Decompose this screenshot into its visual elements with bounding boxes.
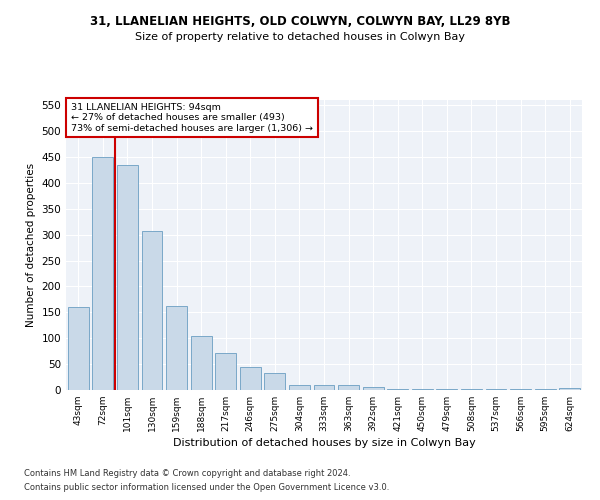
X-axis label: Distribution of detached houses by size in Colwyn Bay: Distribution of detached houses by size … — [173, 438, 475, 448]
Text: 31, LLANELIAN HEIGHTS, OLD COLWYN, COLWYN BAY, LL29 8YB: 31, LLANELIAN HEIGHTS, OLD COLWYN, COLWY… — [90, 15, 510, 28]
Bar — [338, 385, 359, 390]
Bar — [362, 388, 383, 390]
Bar — [92, 157, 113, 390]
Text: Contains HM Land Registry data © Crown copyright and database right 2024.: Contains HM Land Registry data © Crown c… — [24, 468, 350, 477]
Bar — [314, 385, 334, 390]
Bar — [265, 373, 286, 390]
Bar — [166, 306, 187, 390]
Bar — [68, 307, 89, 390]
Text: Contains public sector information licensed under the Open Government Licence v3: Contains public sector information licen… — [24, 484, 389, 492]
Bar — [215, 352, 236, 390]
Bar — [559, 388, 580, 390]
Bar — [289, 385, 310, 390]
Bar — [387, 389, 408, 390]
Bar — [117, 164, 138, 390]
Bar — [191, 336, 212, 390]
Bar — [240, 367, 261, 390]
Text: Size of property relative to detached houses in Colwyn Bay: Size of property relative to detached ho… — [135, 32, 465, 42]
Y-axis label: Number of detached properties: Number of detached properties — [26, 163, 36, 327]
Text: 31 LLANELIAN HEIGHTS: 94sqm
← 27% of detached houses are smaller (493)
73% of se: 31 LLANELIAN HEIGHTS: 94sqm ← 27% of det… — [71, 103, 313, 132]
Bar — [142, 230, 163, 390]
Bar — [412, 389, 433, 390]
